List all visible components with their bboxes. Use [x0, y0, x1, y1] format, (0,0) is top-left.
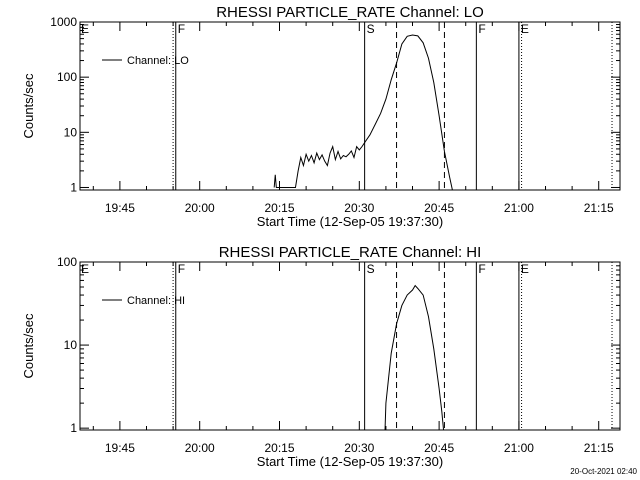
legend-entry: Channel: LO — [127, 55, 189, 67]
y-tick-label: 1 — [70, 180, 77, 194]
x-tick-label: 20:45 — [424, 441, 454, 455]
x-tick-label: 21:00 — [504, 201, 534, 215]
edge-flag-label: E — [81, 22, 89, 36]
y-tick-label: 10 — [64, 125, 78, 139]
x-tick-label: 21:15 — [584, 201, 614, 215]
x-axis-label: Start Time (12-Sep-05 19:37:30) — [257, 214, 443, 229]
x-tick-label: 20:00 — [185, 201, 215, 215]
plot-channel-lo: RHESSI PARTICLE_RATE Channel: LO 1 10 100 10… — [21, 4, 621, 229]
flag-label: E — [521, 22, 529, 36]
x-tick-label: 19:45 — [105, 441, 135, 455]
y-tick-label: 10 — [64, 338, 78, 352]
plot-frame — [79, 261, 621, 431]
x-tick-label: 20:15 — [264, 441, 294, 455]
flag-label: F — [478, 262, 485, 276]
x-tick-label: 20:45 — [424, 201, 454, 215]
legend-entry: Channel: HI — [127, 295, 185, 307]
plot-frame — [79, 21, 621, 191]
y-axis-label: Counts/sec — [21, 73, 36, 139]
x-tick-label: 20:30 — [344, 441, 374, 455]
flag-label: F — [478, 22, 485, 36]
y-tick-label: 1 — [70, 421, 77, 435]
chart-title: RHESSI PARTICLE_RATE Channel: LO — [216, 4, 484, 21]
y-tick-label: 100 — [57, 70, 77, 84]
flag-label: F — [178, 262, 185, 276]
flag-label: S — [367, 262, 375, 276]
plot-channel-hi: RHESSI PARTICLE_RATE Channel: HI 1 10 100 19… — [21, 244, 621, 469]
x-tick-label: 21:00 — [504, 441, 534, 455]
x-tick-label: 20:00 — [185, 441, 215, 455]
series-line — [384, 284, 445, 430]
y-tick-label: 100 — [57, 255, 77, 269]
chart-title: RHESSI PARTICLE_RATE Channel: HI — [219, 244, 482, 261]
flag-label: E — [521, 262, 529, 276]
x-tick-label: 21:15 — [584, 441, 614, 455]
edge-flag-label: E — [81, 262, 89, 276]
x-tick-label: 20:15 — [264, 201, 294, 215]
flag-label: S — [367, 22, 375, 36]
x-tick-label: 19:45 — [105, 201, 135, 215]
y-tick-label: 1000 — [50, 15, 77, 29]
x-axis-label: Start Time (12-Sep-05 19:37:30) — [257, 454, 443, 469]
flag-label: F — [178, 22, 185, 36]
series-line — [273, 34, 453, 190]
x-tick-label: 20:30 — [344, 201, 374, 215]
footer-timestamp: 20-Oct-2021 02:40 — [570, 467, 637, 476]
y-axis-label: Counts/sec — [21, 313, 36, 379]
